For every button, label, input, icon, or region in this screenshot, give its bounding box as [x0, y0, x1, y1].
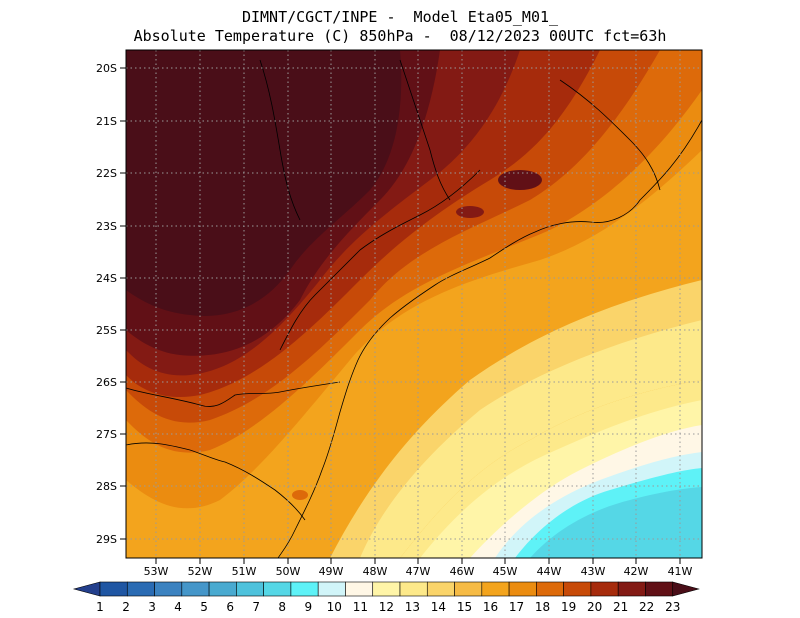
colorbar-label: 20 — [587, 600, 602, 614]
colorbar-label: 9 — [304, 600, 312, 614]
colorbar-swatch — [372, 581, 401, 597]
colorbar-swatch — [181, 581, 210, 597]
colorbar-arrow-left — [72, 581, 101, 597]
colorbar-swatch — [481, 581, 510, 597]
colorbar-swatch — [645, 581, 674, 597]
lat-label: 24S — [96, 272, 117, 285]
colorbar-label: 4 — [174, 600, 182, 614]
colorbar: 1 2 3 4 5 6 7 8 9 10 11 12 13 14 15 16 17 18 19 20 21 22 23 — [72, 581, 700, 614]
lat-label: 26S — [96, 376, 117, 389]
map-title-line-2: Absolute Temperature (C) 850hPa - 08/12/… — [133, 27, 667, 45]
colorbar-label: 15 — [457, 600, 472, 614]
colorbar-swatch — [536, 581, 564, 597]
colorbar-label: 21 — [613, 600, 628, 614]
colorbar-label: 10 — [327, 600, 342, 614]
colorbar-swatch — [508, 581, 537, 597]
lat-label: 20S — [96, 62, 117, 75]
colorbar-label: 6 — [226, 600, 234, 614]
colorbar-swatch — [617, 581, 646, 597]
colorbar-swatch — [399, 581, 428, 597]
lat-label: 27S — [96, 428, 117, 441]
temperature-field — [126, 50, 702, 558]
colorbar-label: 1 — [96, 600, 104, 614]
lon-label: 49W — [319, 565, 344, 578]
colorbar-label: 2 — [122, 600, 130, 614]
colorbar-swatch — [590, 581, 619, 597]
map-ticks — [120, 67, 681, 564]
lat-label: 29S — [96, 533, 117, 546]
colorbar-label: 19 — [561, 600, 576, 614]
colorbar-swatch — [345, 581, 374, 597]
colorbar-swatch — [126, 581, 155, 597]
colorbar-label: 11 — [353, 600, 368, 614]
lon-label: 46W — [450, 565, 475, 578]
colorbar-label: 22 — [639, 600, 654, 614]
map-title-line-1: DIMNT/CGCT/INPE - Model Eta05_M01_ — [241, 8, 559, 26]
lon-label: 51W — [232, 565, 257, 578]
coastline-borders — [126, 59, 702, 558]
map-graticule — [126, 50, 702, 558]
colorbar-label: 8 — [278, 600, 286, 614]
colorbar-label: 7 — [252, 600, 260, 614]
lon-label: 45W — [493, 565, 518, 578]
colorbar-swatch — [263, 581, 292, 597]
lat-label: 21S — [96, 115, 117, 128]
colorbar-swatch — [99, 581, 128, 597]
lon-label: 53W — [144, 565, 169, 578]
colorbar-swatch — [290, 581, 319, 597]
colorbar-swatch — [454, 581, 483, 597]
colorbar-label: 18 — [535, 600, 550, 614]
lon-label: 50W — [276, 565, 301, 578]
colorbar-label: 13 — [405, 600, 420, 614]
lon-label: 43W — [581, 565, 606, 578]
colorbar-arrow-right — [672, 581, 700, 597]
colorbar-swatch — [426, 581, 455, 597]
colorbar-label: 12 — [379, 600, 394, 614]
colorbar-swatch — [563, 581, 592, 597]
lon-label: 48W — [363, 565, 388, 578]
lat-label: 28S — [96, 480, 117, 493]
map-frame — [125, 49, 703, 559]
lat-label: 23S — [96, 220, 117, 233]
colorbar-label: 14 — [431, 600, 446, 614]
colorbar-label: 16 — [483, 600, 498, 614]
lon-label: 52W — [188, 565, 213, 578]
lon-label: 42W — [624, 565, 649, 578]
colorbar-swatch — [154, 581, 183, 597]
colorbar-label: 17 — [509, 600, 524, 614]
lon-label: 44W — [537, 565, 562, 578]
lon-label: 47W — [406, 565, 431, 578]
colorbar-swatch — [236, 581, 264, 597]
lon-label: 41W — [668, 565, 693, 578]
colorbar-swatch — [208, 581, 237, 597]
colorbar-label: 3 — [148, 600, 156, 614]
colorbar-label: 5 — [200, 600, 208, 614]
lat-label: 25S — [96, 324, 117, 337]
colorbar-swatch — [317, 581, 346, 597]
colorbar-label: 23 — [665, 600, 680, 614]
lat-label: 22S — [96, 167, 117, 180]
